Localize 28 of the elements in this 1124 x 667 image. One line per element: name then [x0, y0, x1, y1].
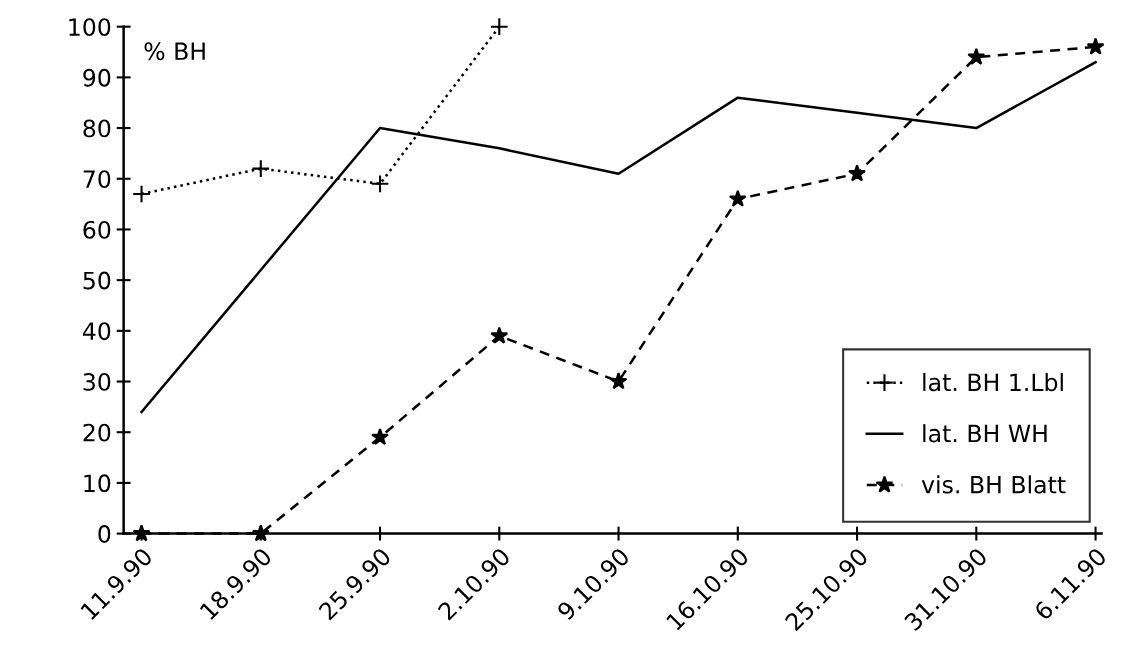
- point: [251, 159, 271, 178]
- y-tick-label: 10: [84, 474, 111, 493]
- y-tick-label: 50: [83, 271, 111, 290]
- legend-label: lat. BH WH: [923, 424, 1047, 443]
- y-tick-label: 30: [83, 372, 111, 391]
- point: [489, 17, 509, 37]
- y-axis-title: % BH: [144, 42, 205, 61]
- y-tick-label: 100: [69, 18, 111, 36]
- y-tick-label: 0: [98, 525, 111, 543]
- point: [490, 326, 509, 344]
- point: [1086, 37, 1105, 55]
- point: [132, 184, 151, 204]
- y-tick-label: 90: [83, 68, 111, 87]
- y-tick-label: 70: [83, 170, 111, 189]
- point: [132, 524, 151, 542]
- legend-label: lat. BH 1.Lbl: [923, 372, 1063, 392]
- point: [371, 427, 389, 446]
- point: [967, 47, 986, 65]
- y-tick-label: 80: [83, 119, 111, 138]
- point: [251, 524, 270, 542]
- legend-label: vis. BH Blatt: [921, 475, 1066, 494]
- y-tick-label: 60: [83, 220, 111, 239]
- y-tick-label: 20: [83, 423, 111, 442]
- point: [728, 189, 747, 207]
- point: [370, 174, 390, 194]
- point: [609, 372, 628, 390]
- y-tick-label: 40: [82, 322, 111, 341]
- point: [848, 164, 867, 182]
